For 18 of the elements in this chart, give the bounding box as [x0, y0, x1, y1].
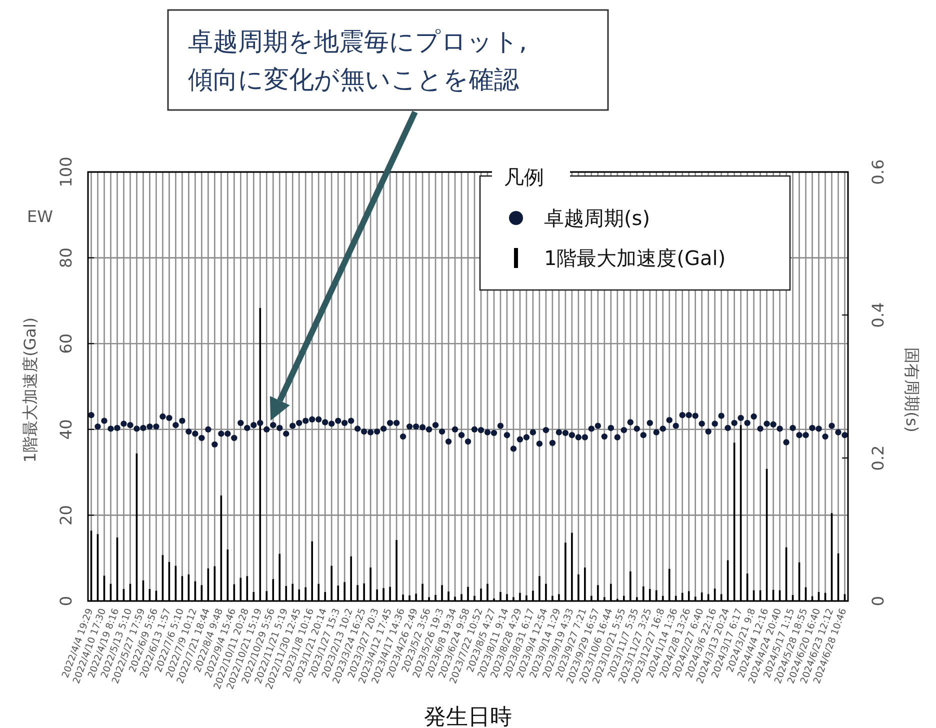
legend-label: 1階最大加速度(Gal) — [544, 246, 726, 270]
y2-tick-label: 0.2 — [868, 445, 888, 471]
y-tick-label: 0 — [56, 596, 76, 606]
y2-tick-label: 0.6 — [868, 159, 888, 185]
y2-axis-title: 固有周期(s) — [902, 348, 922, 432]
x-axis-title: 発生日時 — [424, 705, 512, 728]
y2-tick-label: 0.4 — [868, 302, 888, 328]
y2-tick-label: 0 — [868, 596, 888, 606]
y-tick-label: 100 — [56, 156, 76, 188]
text: EW — [27, 207, 54, 226]
y-tick-label: 40 — [56, 419, 76, 440]
y-tick-label: 60 — [56, 333, 76, 354]
y-tick-label: 20 — [56, 505, 76, 526]
text: 卓越周期を地震毎にプロット, 傾向に変化が無いことを確認 — [188, 27, 527, 94]
y-tick-label: 80 — [56, 248, 76, 268]
legend-label: 卓越周期(s) — [544, 206, 650, 230]
legend-title: 凡例 — [504, 165, 544, 189]
y-axis-title: 1階最大加速度(Gal) — [20, 317, 40, 463]
